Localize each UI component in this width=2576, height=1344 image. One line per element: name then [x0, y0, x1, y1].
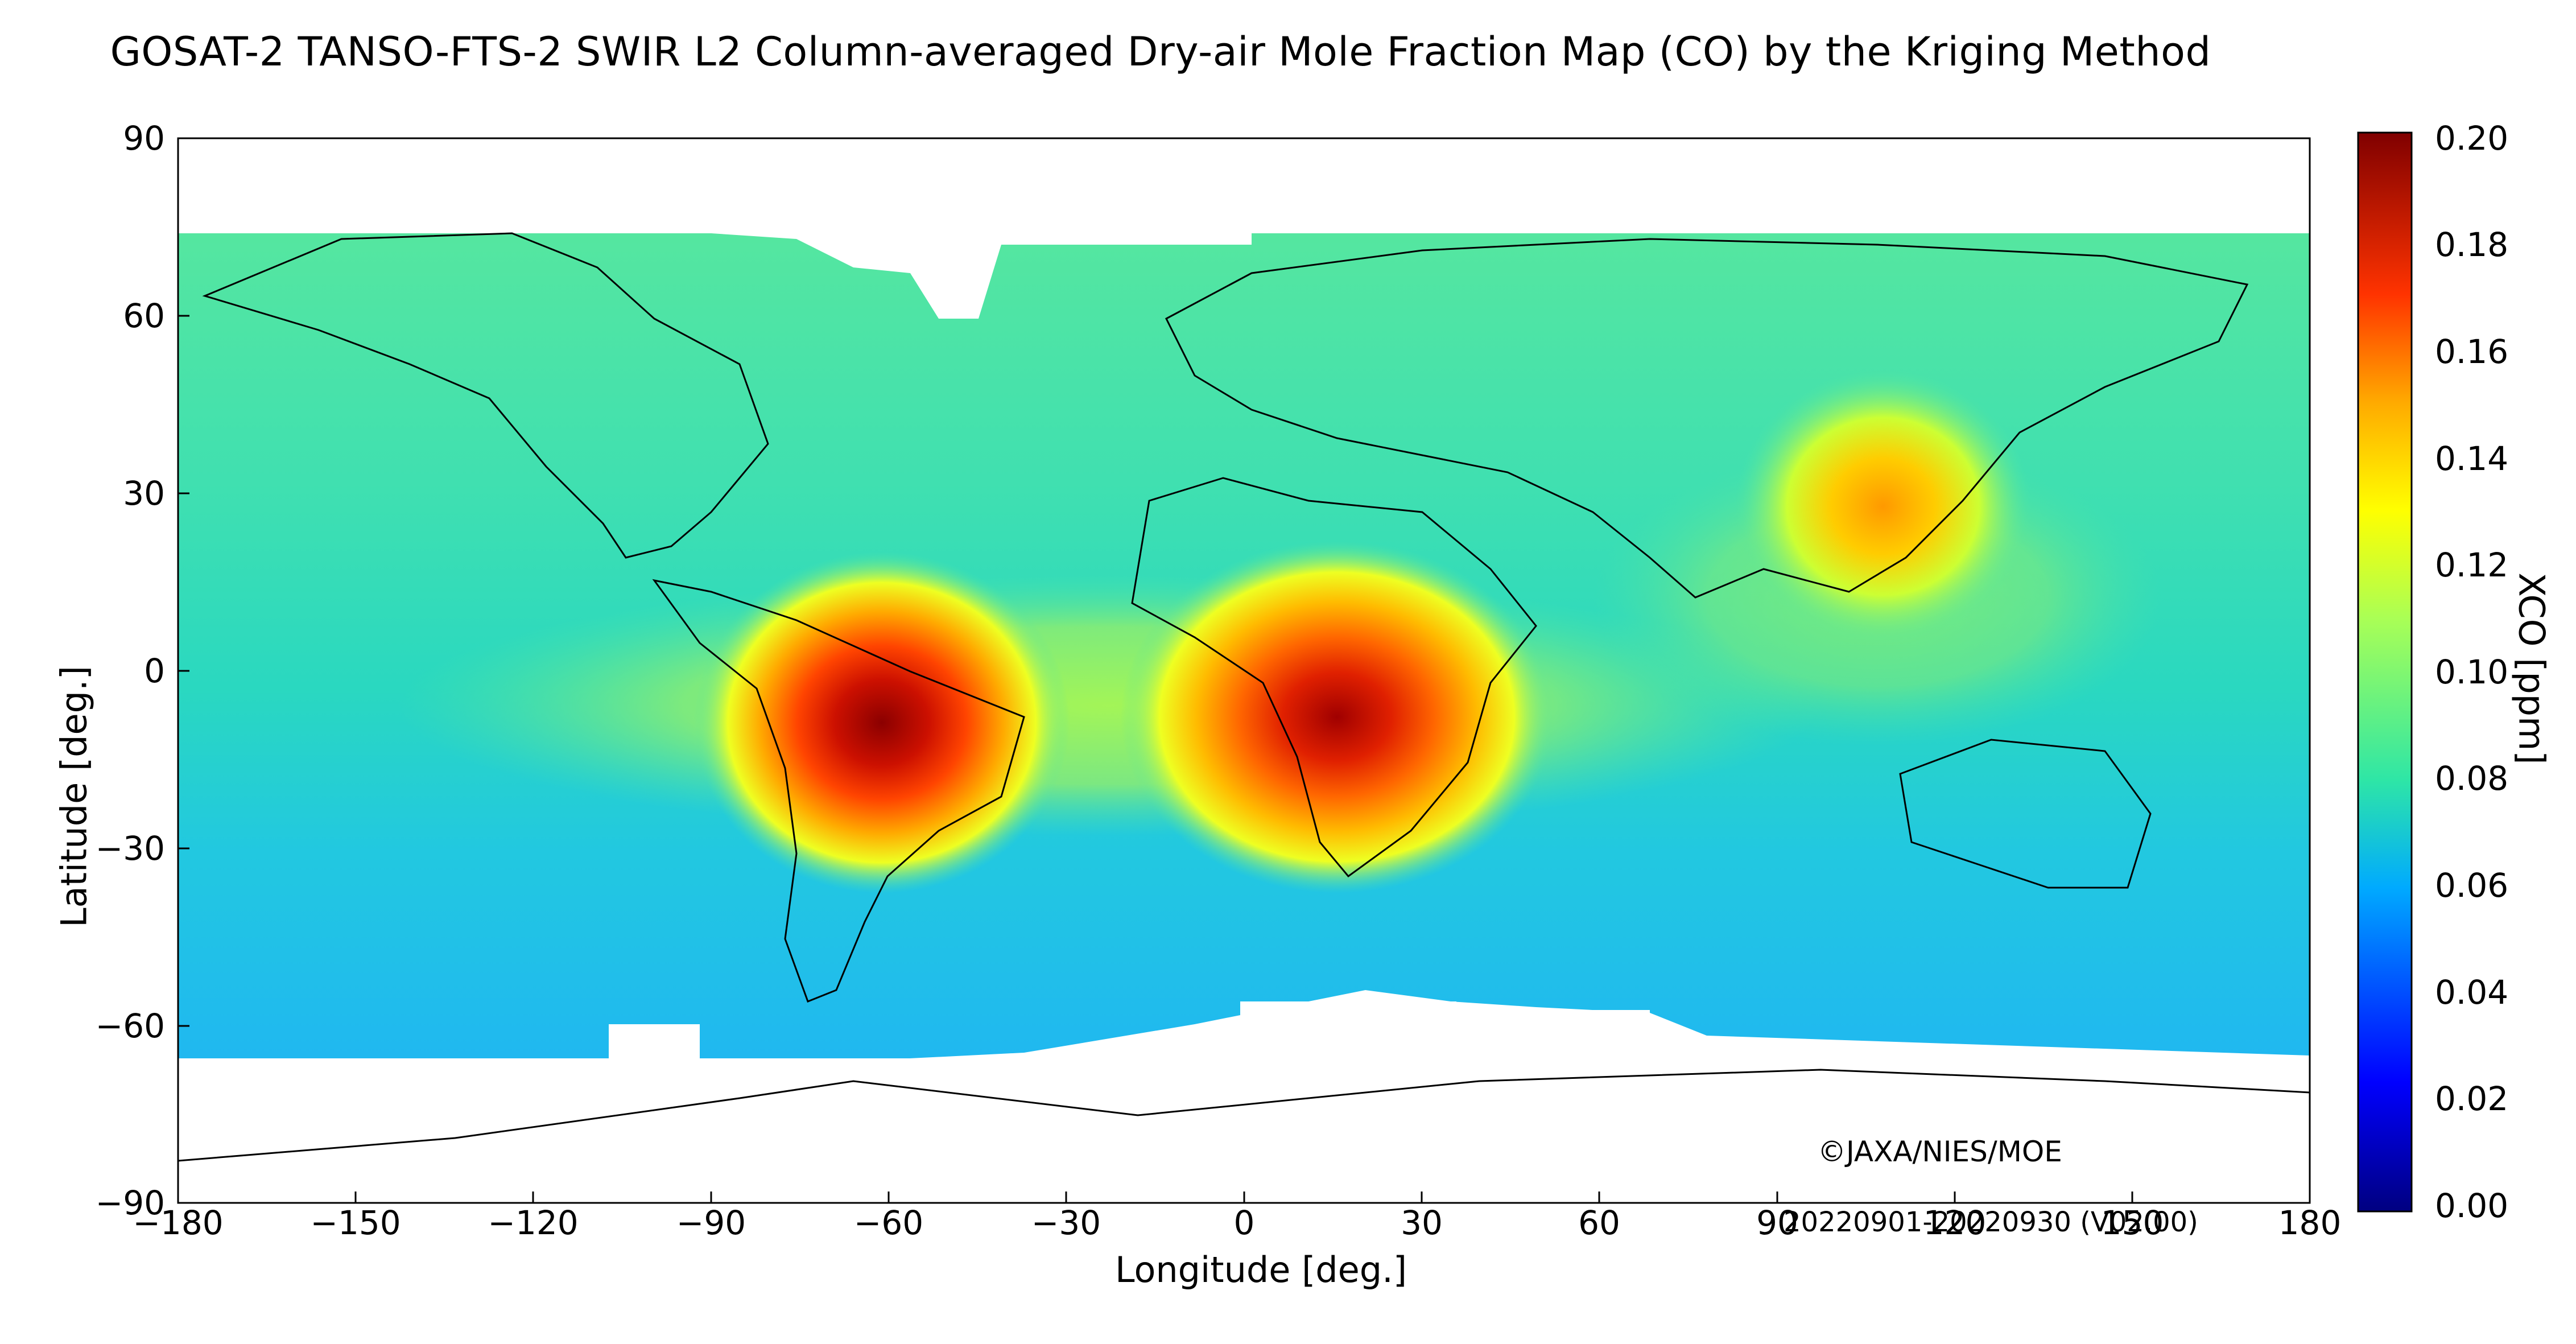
- colorbar-tick-label: 0.06: [2435, 866, 2509, 905]
- data-period-version: 20220901-20220930 (V02.00): [1784, 1206, 2198, 1238]
- north-america-outline: [202, 232, 769, 559]
- colorbar: [2357, 131, 2413, 1213]
- africa-outline: [1131, 477, 1537, 878]
- chart-title: GOSAT-2 TANSO-FTS-2 SWIR L2 Column-avera…: [110, 28, 2211, 75]
- y-tick-label: 60: [123, 296, 165, 335]
- colorbar-tick-label: 0.18: [2435, 225, 2509, 264]
- x-tick-label: 60: [1578, 1203, 1620, 1242]
- x-tick-label: −60: [853, 1203, 924, 1242]
- colorbar-tick-label: 0.02: [2435, 1079, 2509, 1118]
- x-tick-label: −150: [310, 1203, 401, 1242]
- y-tick-label: 30: [123, 474, 165, 513]
- x-tick-label: −180: [133, 1203, 224, 1242]
- antarctica-outline: [178, 1069, 2310, 1162]
- y-tick-label: −90: [95, 1184, 165, 1222]
- x-tick-label: 0: [1233, 1203, 1255, 1242]
- hotspot-east-china: [1735, 370, 2031, 643]
- y-tick-label: 90: [123, 119, 165, 158]
- y-tick-label: −30: [95, 829, 165, 868]
- colorbar-tick-label: 0.10: [2435, 653, 2509, 691]
- colorbar-tick-label: 0.08: [2435, 759, 2509, 798]
- x-tick-label: 120: [1923, 1203, 1987, 1242]
- colorbar-title: XCO [ppm]: [2511, 572, 2553, 765]
- x-tick-label: −90: [676, 1203, 746, 1242]
- colorbar-tick-label: 0.20: [2435, 119, 2509, 158]
- x-tick-label: −120: [488, 1203, 579, 1242]
- colorbar-tick-label: 0.04: [2435, 973, 2509, 1012]
- colorbar-tick-label: 0.00: [2435, 1186, 2509, 1225]
- eurasia-outline: [1165, 238, 2249, 599]
- coastlines: [178, 232, 2310, 1162]
- colorbar-tick-label: 0.16: [2435, 332, 2509, 371]
- copyright-notice: ©JAXA/NIES/MOE: [1818, 1135, 2062, 1168]
- x-axis-title: Longitude [deg.]: [1115, 1249, 1407, 1291]
- x-tick-label: 90: [1756, 1203, 1798, 1242]
- axis-tick-marks: [177, 137, 2311, 1204]
- colorbar-tick-label: 0.12: [2435, 546, 2509, 584]
- hotspot-south-america: [694, 552, 1070, 893]
- heatmap-field: [178, 138, 2310, 1203]
- south-america-outline: [652, 579, 1025, 1003]
- y-tick-label: −60: [95, 1007, 165, 1045]
- greenland-nodata: [711, 138, 1252, 319]
- hotspot-africa: [1121, 541, 1553, 893]
- x-tick-label: −30: [1031, 1203, 1101, 1242]
- y-tick-label: 0: [144, 652, 165, 690]
- y-axis-title: Latitude [deg.]: [53, 666, 95, 927]
- x-tick-label: 150: [2100, 1203, 2164, 1242]
- australia-outline: [1899, 739, 2152, 889]
- x-tick-label: 180: [2278, 1203, 2342, 1242]
- colorbar-tick-label: 0.14: [2435, 439, 2509, 478]
- x-tick-label: 30: [1401, 1203, 1443, 1242]
